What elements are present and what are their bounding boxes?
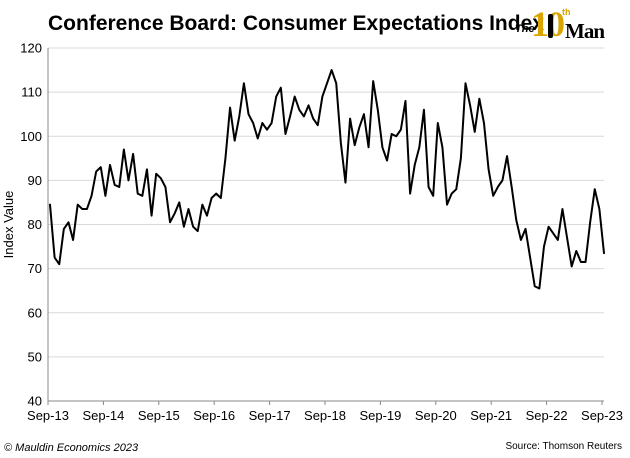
x-tick-label: Sep-14 — [82, 408, 124, 423]
plot-area — [49, 69, 605, 290]
axes — [47, 48, 604, 405]
x-tick-label: Sep-20 — [415, 408, 457, 423]
logo-man: Man — [565, 19, 605, 43]
y-tick-label: 60 — [28, 305, 42, 320]
y-tick-label: 40 — [28, 394, 42, 409]
gridlines — [48, 47, 604, 358]
x-tick-label: Sep-22 — [526, 408, 568, 423]
y-tick-label: 50 — [28, 349, 42, 364]
y-tick-labels: 40 50 60 70 80 90 100 110 120 — [20, 41, 42, 409]
x-tick-label: Sep-13 — [27, 408, 69, 423]
chart-title: Conference Board: Consumer Expectations … — [48, 12, 544, 35]
y-axis-label: Index Value — [1, 191, 16, 259]
y-tick-label: 100 — [20, 129, 42, 144]
the-10th-man-logo: The 10 th Man — [515, 4, 610, 44]
y-tick-label: 70 — [28, 261, 42, 276]
y-tick-label: 120 — [20, 41, 42, 56]
copyright-note: © Mauldin Economics 2023 — [4, 442, 139, 454]
x-tick-label: Sep-21 — [470, 408, 512, 423]
logo-th: th — [562, 7, 571, 17]
x-tick-label: Sep-15 — [138, 408, 180, 423]
y-tick-label: 90 — [28, 173, 42, 188]
x-tick-label: Sep-16 — [193, 408, 235, 423]
series-line-0 — [49, 69, 605, 290]
x-tick-label: Sep-17 — [249, 408, 291, 423]
logo-figure-icon — [548, 14, 553, 38]
x-tick-label: Sep-19 — [359, 408, 401, 423]
y-tick-label: 80 — [28, 217, 42, 232]
x-tick-label: Sep-23 — [581, 408, 623, 423]
source-note: Source: Thomson Reuters — [505, 441, 622, 452]
y-tick-label: 110 — [21, 85, 42, 100]
logo-the: The — [515, 23, 535, 35]
x-tick-labels: Sep-13 Sep-14 Sep-15 Sep-16 Sep-17 Sep-18 Sep-… — [27, 408, 623, 423]
x-tick-label: Sep-18 — [304, 408, 346, 423]
